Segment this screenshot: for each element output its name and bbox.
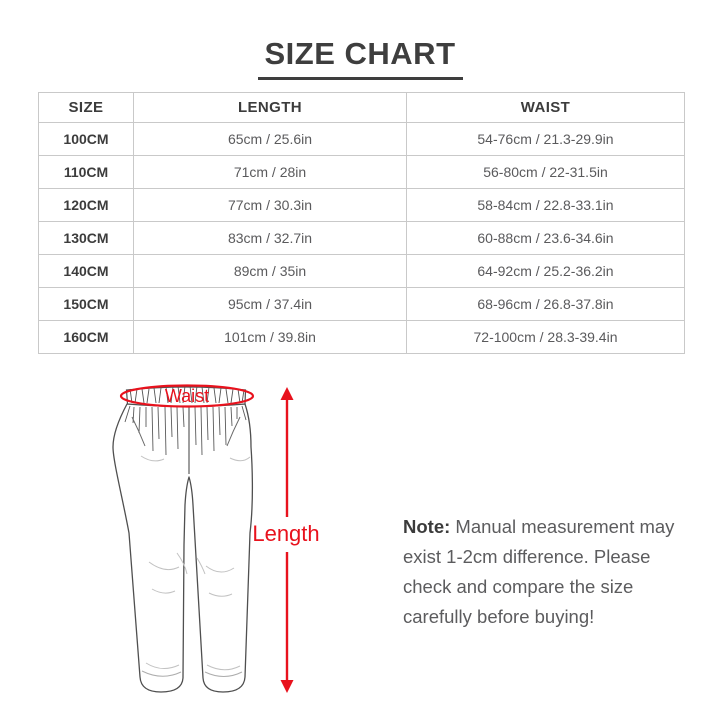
table-header-row: SIZE LENGTH WAIST xyxy=(38,92,685,123)
page-title: SIZE CHART xyxy=(257,36,463,80)
waist-measure-ellipse xyxy=(119,384,255,408)
table-row: 130CM 83cm / 32.7in 60-88cm / 23.6-34.6i… xyxy=(38,221,685,255)
pants-measurement-diagram: Waist Length xyxy=(112,384,320,693)
size-cell: 160CM xyxy=(38,320,134,354)
length-cell: 71cm / 28in xyxy=(133,155,407,189)
size-cell: 110CM xyxy=(38,155,134,189)
table-row: 150CM 95cm / 37.4in 68-96cm / 26.8-37.8i… xyxy=(38,287,685,321)
note-text: Manual measurement may exist 1-2cm diffe… xyxy=(403,516,675,627)
size-table: SIZE LENGTH WAIST 100CM 65cm / 25.6in 54… xyxy=(38,92,685,354)
pants-outline xyxy=(112,403,254,693)
table-row: 100CM 65cm / 25.6in 54-76cm / 21.3-29.9i… xyxy=(38,122,685,156)
waist-cell: 72-100cm / 28.3-39.4in xyxy=(406,320,685,354)
length-cell: 83cm / 32.7in xyxy=(133,221,407,255)
waist-cell: 54-76cm / 21.3-29.9in xyxy=(406,122,685,156)
size-cell: 100CM xyxy=(38,122,134,156)
measurement-note: Note: Manual measurement may exist 1-2cm… xyxy=(403,512,683,632)
size-cell: 150CM xyxy=(38,287,134,321)
length-arrow-head-up xyxy=(280,387,294,400)
waistband-zigzag xyxy=(129,385,245,404)
size-cell: 120CM xyxy=(38,188,134,222)
size-cell: 140CM xyxy=(38,254,134,288)
column-header-waist: WAIST xyxy=(406,92,685,123)
waist-label: Waist xyxy=(165,386,209,406)
length-label: Length xyxy=(252,521,319,546)
length-arrow-head-down xyxy=(280,680,294,693)
size-cell: 130CM xyxy=(38,221,134,255)
length-cell: 101cm / 39.8in xyxy=(133,320,407,354)
fabric-wrinkles xyxy=(140,455,251,671)
hem-lines xyxy=(141,670,243,677)
table-row: 160CM 101cm / 39.8in 72-100cm / 28.3-39.… xyxy=(38,320,685,354)
length-cell: 95cm / 37.4in xyxy=(133,287,407,321)
table-row: 110CM 71cm / 28in 56-80cm / 22-31.5in xyxy=(38,155,685,189)
column-header-length: LENGTH xyxy=(133,92,407,123)
waist-cell: 60-88cm / 23.6-34.6in xyxy=(406,221,685,255)
waist-cell: 58-84cm / 22.8-33.1in xyxy=(406,188,685,222)
note-label: Note: xyxy=(403,516,451,537)
pocket-lines xyxy=(131,416,241,447)
waist-cell: 56-80cm / 22-31.5in xyxy=(406,155,685,189)
table-row: 140CM 89cm / 35in 64-92cm / 25.2-36.2in xyxy=(38,254,685,288)
table-row: 120CM 77cm / 30.3in 58-84cm / 22.8-33.1i… xyxy=(38,188,685,222)
waist-cell: 64-92cm / 25.2-36.2in xyxy=(406,254,685,288)
length-cell: 89cm / 35in xyxy=(133,254,407,288)
length-cell: 65cm / 25.6in xyxy=(133,122,407,156)
column-header-size: SIZE xyxy=(38,92,134,123)
waistband-gathers xyxy=(124,405,247,456)
length-cell: 77cm / 30.3in xyxy=(133,188,407,222)
waist-cell: 68-96cm / 26.8-37.8in xyxy=(406,287,685,321)
page-title-wrap: SIZE CHART xyxy=(0,36,720,80)
